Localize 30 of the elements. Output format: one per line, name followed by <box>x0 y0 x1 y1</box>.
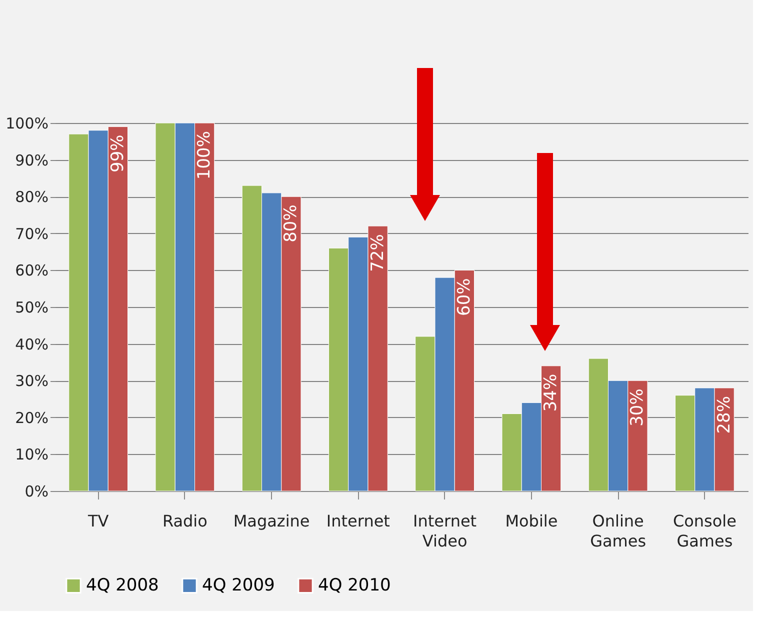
y-tick-label: 90% <box>15 151 48 170</box>
data-label: 30% <box>628 388 648 426</box>
x-tick-label: Radio <box>162 512 208 530</box>
legend-label: 4Q 2008 <box>86 576 159 596</box>
data-label: 99% <box>108 134 128 172</box>
y-tick-label: 60% <box>15 262 48 280</box>
x-tick-label: TV <box>86 512 109 530</box>
data-label: 28% <box>714 396 734 434</box>
data-label: 60% <box>454 278 474 316</box>
data-label: 72% <box>368 234 388 272</box>
y-tick-label: 70% <box>15 224 48 243</box>
y-tick-label: 40% <box>15 335 48 354</box>
data-label: 80% <box>281 204 302 242</box>
x-tick-label: Internet Video <box>413 512 477 550</box>
y-tick-label: 80% <box>15 188 48 206</box>
y-tick-label: 50% <box>15 298 48 316</box>
data-label: 100% <box>194 131 215 180</box>
x-tick-label: Online Games <box>590 512 646 550</box>
y-tick-label: 0% <box>24 482 48 500</box>
x-tick-label: Internet <box>326 512 390 530</box>
y-tick-label: 100% <box>6 114 48 132</box>
legend-label: 4Q 2009 <box>202 576 275 596</box>
y-tick-label: 20% <box>15 408 48 427</box>
data-label: 34% <box>541 374 562 412</box>
y-tick-label: 10% <box>15 446 48 464</box>
x-tick-label: Magazine <box>233 512 310 530</box>
legend-label: 4Q 2010 <box>318 576 391 596</box>
x-tick-label: Mobile <box>505 512 558 530</box>
x-tick-label: Console Games <box>672 512 736 550</box>
y-tick-label: 30% <box>15 372 48 390</box>
